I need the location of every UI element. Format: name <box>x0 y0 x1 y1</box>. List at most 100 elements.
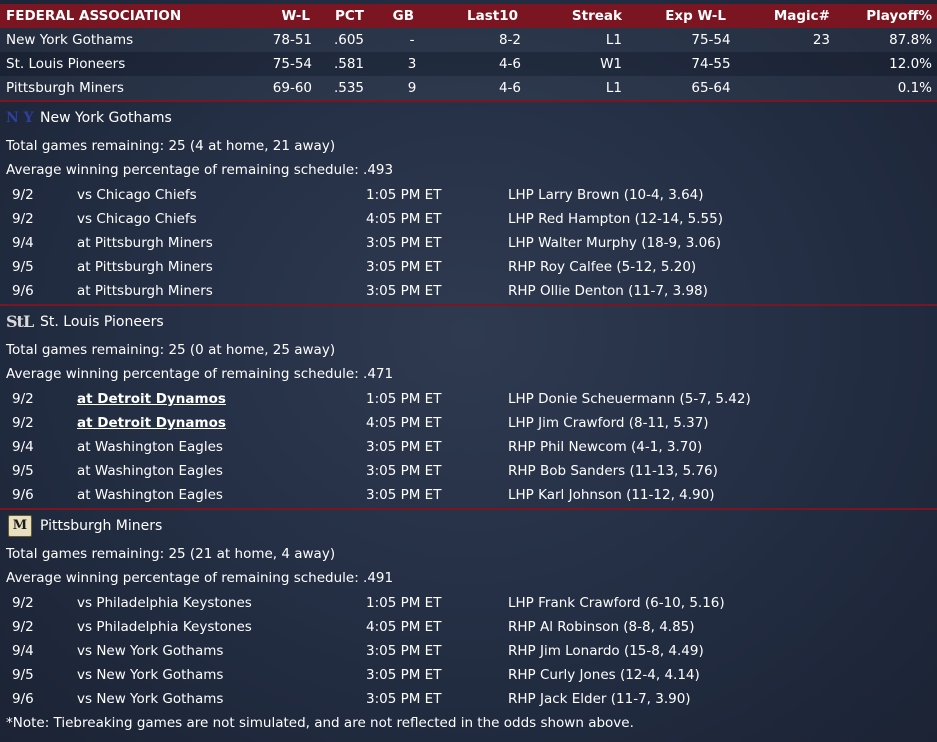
probable-pitcher[interactable]: RHP Al Robinson (8-8, 4.85) <box>508 619 695 635</box>
schedule-row: 9/2 at Detroit Dynamos 1:05 PM ET LHP Do… <box>0 387 937 411</box>
game-opponent[interactable]: vs Philadelphia Keystones <box>77 595 252 611</box>
schedule-row: 9/2 vs Philadelphia Keystones 1:05 PM ET… <box>0 591 937 615</box>
streak: L1 <box>605 32 622 48</box>
wl: 75-54 <box>272 56 312 72</box>
game-date: 9/2 <box>12 595 34 611</box>
game-date: 9/5 <box>12 667 34 683</box>
game-time: 3:05 PM ET <box>366 259 442 275</box>
gb: - <box>409 32 415 48</box>
probable-pitcher[interactable]: RHP Ollie Denton (11-7, 3.98) <box>508 283 708 299</box>
team-name[interactable]: Pittsburgh Miners <box>6 80 124 96</box>
col-streak[interactable]: Streak <box>571 8 622 24</box>
schedule-row: 9/2 vs Chicago Chiefs 4:05 PM ET LHP Red… <box>0 207 937 231</box>
streak: W1 <box>600 56 622 72</box>
team-logo-icon: N Y <box>6 110 34 126</box>
game-opponent[interactable]: vs New York Gothams <box>77 643 224 659</box>
game-opponent-link[interactable]: at Detroit Dynamos <box>77 391 226 407</box>
probable-pitcher[interactable]: LHP Red Hampton (12-14, 5.55) <box>508 211 723 227</box>
team-section-title[interactable]: St. Louis Pioneers <box>40 314 164 330</box>
game-time: 3:05 PM ET <box>366 235 442 251</box>
exp-wl: 65-64 <box>691 80 731 96</box>
col-gb[interactable]: GB <box>392 8 414 24</box>
game-opponent[interactable]: vs New York Gothams <box>77 667 224 683</box>
game-date: 9/2 <box>12 187 34 203</box>
team-logo-icon: StL <box>6 312 34 331</box>
schedule-row: 9/4 at Pittsburgh Miners 3:05 PM ET LHP … <box>0 231 937 255</box>
game-time: 3:05 PM ET <box>366 643 442 659</box>
probable-pitcher[interactable]: RHP Phil Newcom (4-1, 3.70) <box>508 439 703 455</box>
schedule-row: 9/2 vs Philadelphia Keystones 4:05 PM ET… <box>0 615 937 639</box>
col-playoff[interactable]: Playoff% <box>866 8 932 24</box>
avg-win-pct: Average winning percentage of remaining … <box>6 162 394 178</box>
game-opponent[interactable]: at Pittsburgh Miners <box>77 283 213 299</box>
game-date: 9/4 <box>12 439 34 455</box>
game-opponent[interactable]: at Washington Eagles <box>77 463 223 479</box>
game-time: 4:05 PM ET <box>366 619 442 635</box>
game-time: 1:05 PM ET <box>366 187 442 203</box>
game-date: 9/5 <box>12 463 34 479</box>
probable-pitcher[interactable]: RHP Jack Elder (11-7, 3.90) <box>508 691 691 707</box>
game-date: 9/2 <box>12 619 34 635</box>
magic: 23 <box>812 32 830 48</box>
game-opponent[interactable]: vs Chicago Chiefs <box>77 187 197 203</box>
game-time: 3:05 PM ET <box>366 439 442 455</box>
probable-pitcher[interactable]: LHP Jim Crawford (8-11, 5.37) <box>508 415 709 431</box>
team-section-title[interactable]: New York Gothams <box>40 110 172 126</box>
probable-pitcher[interactable]: LHP Karl Johnson (11-12, 4.90) <box>508 487 715 503</box>
probable-pitcher[interactable]: RHP Bob Sanders (11-13, 5.76) <box>508 463 718 479</box>
game-opponent-link[interactable]: at Detroit Dynamos <box>77 415 226 431</box>
team-name[interactable]: New York Gothams <box>6 32 134 48</box>
games-remaining: Total games remaining: 25 (0 at home, 25… <box>6 342 336 358</box>
team-section-title[interactable]: Pittsburgh Miners <box>40 518 163 534</box>
exp-wl: 74-55 <box>691 56 731 72</box>
probable-pitcher[interactable]: LHP Frank Crawford (6-10, 5.16) <box>508 595 725 611</box>
game-opponent[interactable]: at Pittsburgh Miners <box>77 259 213 275</box>
team-logo-icon: M <box>8 515 32 537</box>
schedule-row: 9/6 at Pittsburgh Miners 3:05 PM ET RHP … <box>0 279 937 303</box>
col-magic[interactable]: Magic# <box>773 8 830 24</box>
gb: 3 <box>407 56 417 72</box>
standings-row[interactable]: St. Louis Pioneers 75-54 .581 3 4-6 W1 7… <box>0 52 937 76</box>
probable-pitcher[interactable]: LHP Walter Murphy (18-9, 3.06) <box>508 235 722 251</box>
game-date: 9/6 <box>12 487 34 503</box>
probable-pitcher[interactable]: LHP Larry Brown (10-4, 3.64) <box>508 187 704 203</box>
team-section-header: M Pittsburgh Miners <box>0 514 937 538</box>
probable-pitcher[interactable]: RHP Curly Jones (12-4, 4.14) <box>508 667 700 683</box>
standings-header: FEDERAL ASSOCIATION W-L PCT GB Last10 St… <box>0 4 937 28</box>
game-time: 3:05 PM ET <box>366 463 442 479</box>
col-last10[interactable]: Last10 <box>467 8 518 24</box>
game-time: 3:05 PM ET <box>366 283 442 299</box>
col-wl[interactable]: W-L <box>281 8 311 24</box>
game-date: 9/6 <box>12 283 34 299</box>
team-name[interactable]: St. Louis Pioneers <box>6 56 126 72</box>
game-date: 9/5 <box>12 259 34 275</box>
schedule-row: 9/5 at Pittsburgh Miners 3:05 PM ET RHP … <box>0 255 937 279</box>
game-opponent[interactable]: vs Philadelphia Keystones <box>77 619 252 635</box>
schedule-row: 9/2 vs Chicago Chiefs 1:05 PM ET LHP Lar… <box>0 183 937 207</box>
schedule-row: 9/4 vs New York Gothams 3:05 PM ET RHP J… <box>0 639 937 663</box>
game-opponent[interactable]: vs New York Gothams <box>77 691 224 707</box>
probable-pitcher[interactable]: RHP Jim Lonardo (15-8, 4.49) <box>508 643 704 659</box>
game-opponent[interactable]: vs Chicago Chiefs <box>77 211 197 227</box>
col-pct[interactable]: PCT <box>334 8 364 24</box>
footnote: *Note: Tiebreaking games are not simulat… <box>6 715 634 731</box>
streak: L1 <box>605 80 622 96</box>
standings-row[interactable]: New York Gothams 78-51 .605 - 8-2 L1 75-… <box>0 28 937 52</box>
pct: .605 <box>333 32 364 48</box>
game-time: 4:05 PM ET <box>366 211 442 227</box>
probable-pitcher[interactable]: LHP Donie Scheuermann (5-7, 5.42) <box>508 391 751 407</box>
probable-pitcher[interactable]: RHP Roy Calfee (5-12, 5.20) <box>508 259 697 275</box>
league-name: FEDERAL ASSOCIATION <box>6 8 182 24</box>
game-opponent[interactable]: at Washington Eagles <box>77 439 223 455</box>
last10: 4-6 <box>498 56 522 72</box>
schedule-row: 9/6 at Washington Eagles 3:05 PM ET LHP … <box>0 483 937 507</box>
standings-row[interactable]: Pittsburgh Miners 69-60 .535 9 4-6 L1 65… <box>0 76 937 100</box>
game-time: 3:05 PM ET <box>366 667 442 683</box>
avg-win-pct: Average winning percentage of remaining … <box>6 570 394 586</box>
schedule-row: 9/5 vs New York Gothams 3:05 PM ET RHP C… <box>0 663 937 687</box>
col-exp[interactable]: Exp W-L <box>665 8 726 24</box>
game-opponent[interactable]: at Washington Eagles <box>77 487 223 503</box>
game-date: 9/2 <box>12 415 34 431</box>
gb: 9 <box>407 80 417 96</box>
game-opponent[interactable]: at Pittsburgh Miners <box>77 235 213 251</box>
